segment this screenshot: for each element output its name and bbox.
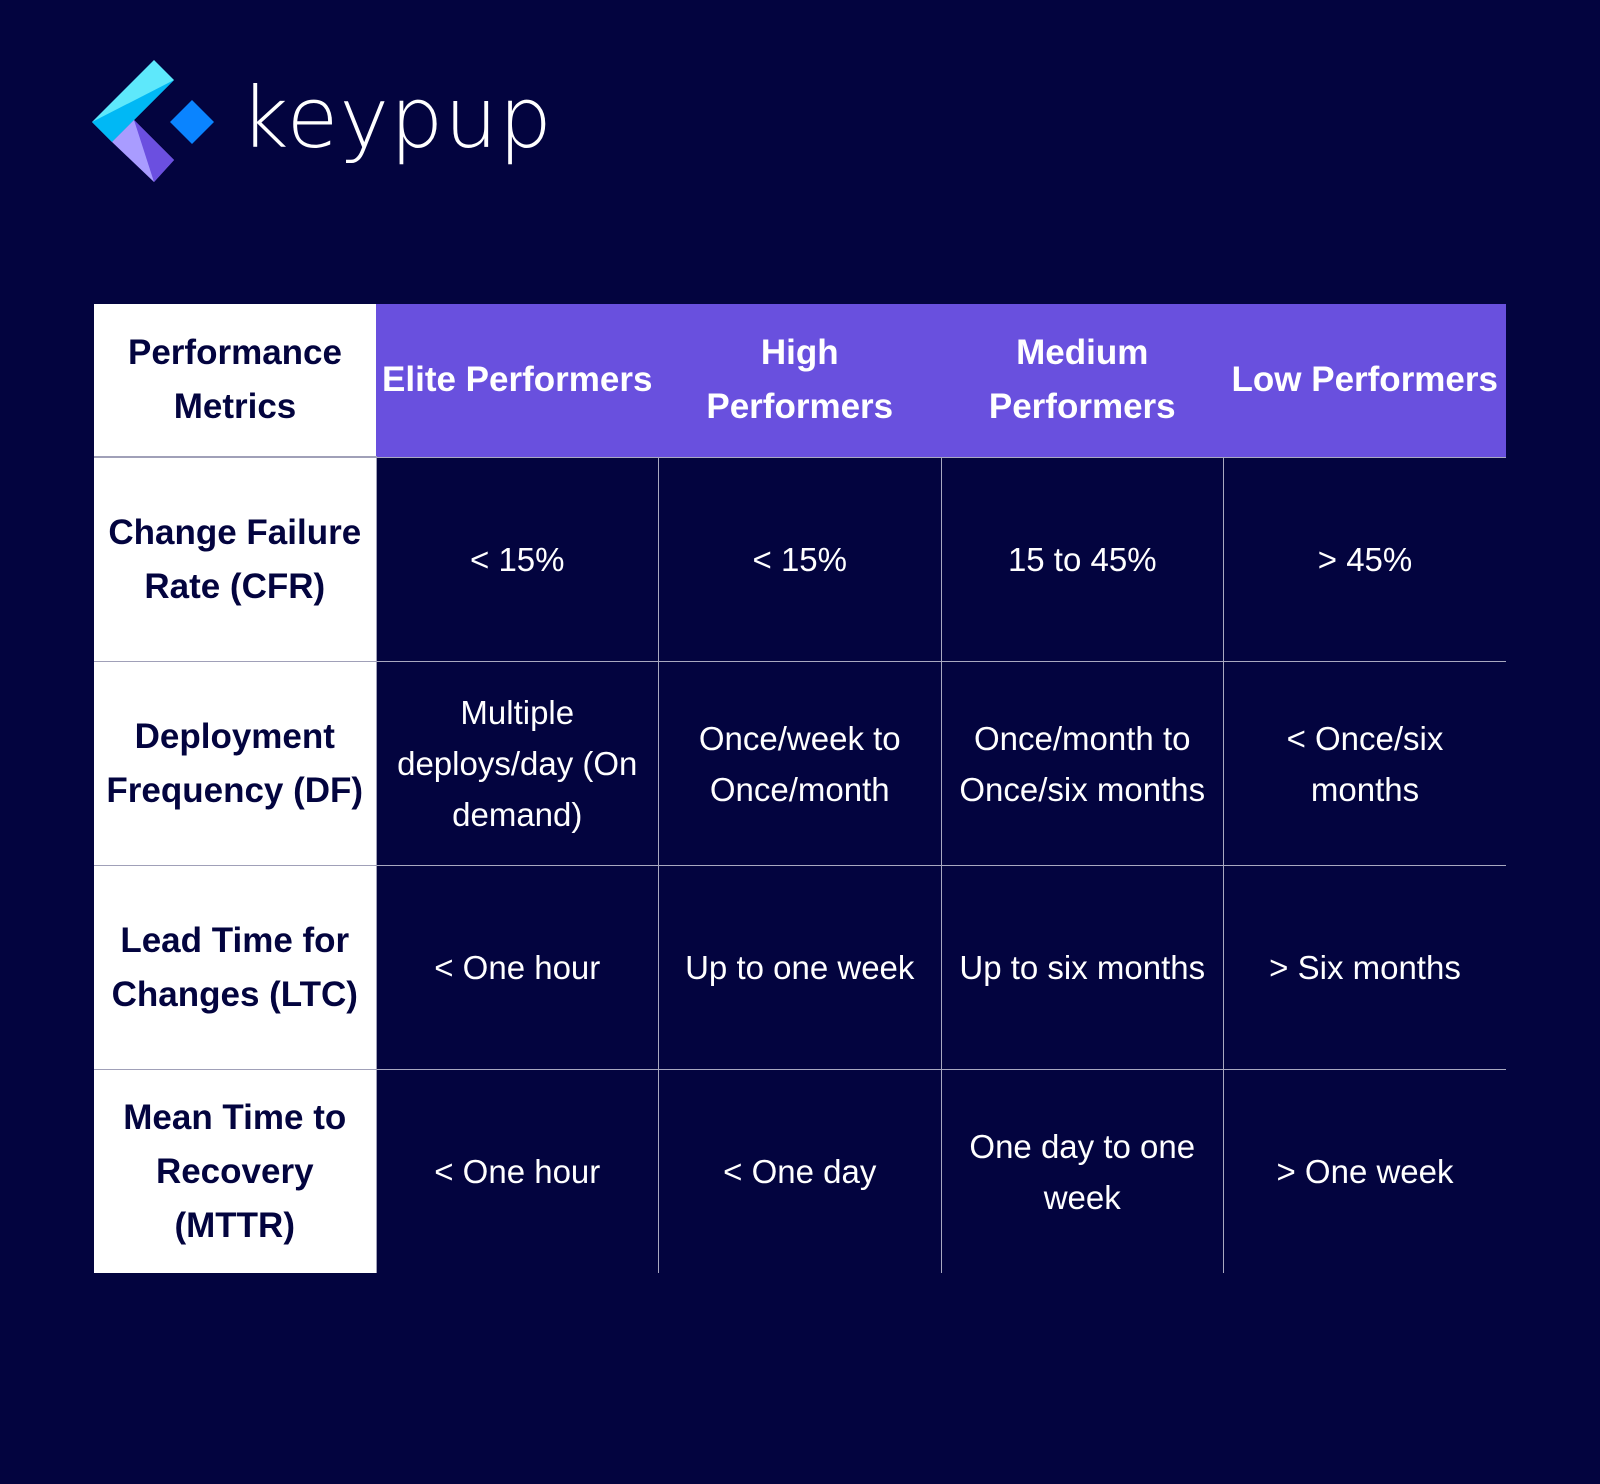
- header-elite: Elite Performers: [376, 304, 659, 457]
- table-cell: Multiple deploys/day (On demand): [375, 661, 659, 866]
- table-cell: < One day: [658, 1069, 942, 1273]
- metric-label: Lead Time for Changes (LTC): [94, 865, 377, 1070]
- metric-label: Deployment Frequency (DF): [94, 661, 377, 866]
- table-cell: > 45%: [1223, 456, 1506, 662]
- table-cell: < One hour: [375, 865, 659, 1070]
- table-cell: > One week: [1223, 1069, 1506, 1273]
- header-performance-metrics: Performance Metrics: [94, 304, 376, 458]
- table-cell: < 15%: [375, 456, 659, 662]
- table-cell: > Six months: [1223, 865, 1506, 1070]
- table-cell: Once/week to Once/month: [658, 661, 942, 866]
- table-cell: < Once/six months: [1223, 661, 1506, 866]
- header-medium: Medium Performers: [941, 304, 1224, 457]
- metric-label: Mean Time to Recovery (MTTR): [94, 1069, 377, 1273]
- keypup-logo-icon: [92, 59, 214, 182]
- table-cell: Up to one week: [658, 865, 942, 1070]
- table-row: Deployment Frequency (DF) Multiple deplo…: [94, 661, 1506, 866]
- table-cell: Once/month to Once/six months: [940, 661, 1224, 866]
- logo-wordmark: keypup: [240, 68, 553, 167]
- table-cell: Up to six months: [940, 865, 1224, 1070]
- header-low: Low Performers: [1223, 304, 1506, 457]
- table-cell: < One hour: [375, 1069, 659, 1273]
- table-cell: 15 to 45%: [940, 456, 1224, 662]
- table-cell: < 15%: [658, 456, 942, 662]
- table-row: Mean Time to Recovery (MTTR) < One hour …: [94, 1069, 1506, 1273]
- table-row: Lead Time for Changes (LTC) < One hour U…: [94, 865, 1506, 1070]
- header-row: Performance Metrics Elite Performers Hig…: [94, 304, 1506, 458]
- table-cell: One day to one week: [940, 1069, 1224, 1273]
- dora-metrics-table: Performance Metrics Elite Performers Hig…: [94, 304, 1506, 1273]
- metric-label: Change Failure Rate (CFR): [94, 456, 377, 662]
- header-high: High Performers: [658, 304, 941, 457]
- table-row: Change Failure Rate (CFR) < 15% < 15% 15…: [94, 456, 1506, 662]
- keypup-logo: keypup: [92, 59, 553, 185]
